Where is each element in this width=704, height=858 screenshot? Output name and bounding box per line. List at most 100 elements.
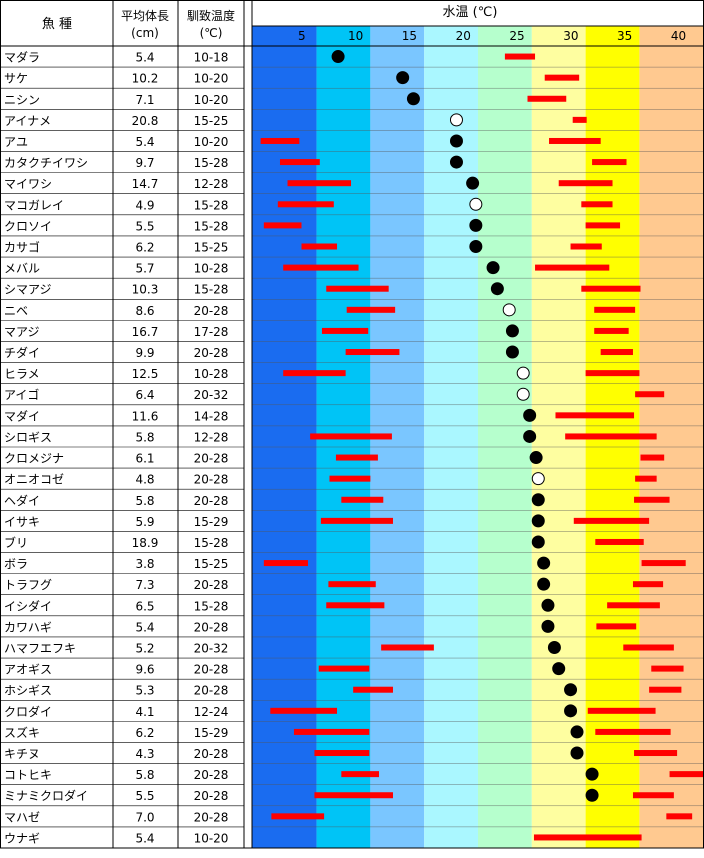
preferred-temp-point-filled [564,683,578,697]
fish-name-cell: シロギス [4,430,52,444]
accl-temp-cell: 20-28 [194,494,229,508]
accl-temp-cell: 15-25 [194,557,229,571]
fish-name-cell: マダイ [4,408,40,423]
x-tick-label: 20 [456,29,471,43]
accl-temp-cell: 15-28 [194,536,229,550]
tolerance-range-bar [326,602,385,609]
avg-length-cell: 14.7 [132,177,159,191]
fish-name-cell: ハマフエフキ [4,642,76,656]
tolerance-range-bar [581,201,613,208]
tolerance-range-bar [328,581,376,588]
avg-length-cell: 16.7 [132,325,159,339]
tolerance-range-bar [581,285,641,292]
avg-length-cell: 3.8 [135,557,154,571]
tolerance-range-bar [341,771,379,778]
tolerance-range-bar [623,644,674,651]
avg-length-cell: 5.4 [135,135,154,149]
tolerance-range-bar [558,180,613,187]
tolerance-range-bar [649,686,682,693]
accl-temp-cell: 15-28 [194,156,229,170]
tolerance-range-bar [345,349,400,356]
avg-length-cell: 12.5 [132,367,159,381]
tolerance-range-bar [321,327,369,334]
tolerance-range-bar [335,454,378,461]
fish-name-cell: クロダイ [4,704,52,719]
preferred-temp-point-filled [331,50,345,64]
tolerance-range-bar [320,517,393,524]
fish-name-cell: マアジ [4,325,40,339]
preferred-temp-point-open [516,366,530,380]
tolerance-range-bar [283,264,359,271]
tolerance-range-bar [341,496,384,503]
fish-name-cell: ヒラメ [4,367,40,381]
fish-name-cell: アイナメ [4,114,51,128]
accl-temp-cell: 10-28 [194,367,229,381]
tolerance-range-bar [277,201,334,208]
fish-name-cell: ブリ [4,535,28,550]
tolerance-range-bar [596,623,637,630]
accl-temp-cell: 20-28 [194,346,229,360]
avg-length-cell: 6.2 [135,726,154,740]
avg-length-cell: 20.8 [132,114,159,128]
fish-name-cell: メバル [4,262,40,276]
tolerance-range-bar [640,454,665,461]
preferred-temp-point-open [449,113,463,127]
accl-temp-cell: 20-28 [194,473,229,487]
avg-length-cell: 6.1 [135,452,154,466]
fish-name-cell: トラフグ [4,578,52,592]
accl-temp-cell: 20-28 [194,684,229,698]
tolerance-range-bar [318,665,370,672]
accl-temp-cell: 15-29 [194,515,229,529]
chart-title: 水温 (℃) [443,5,498,20]
preferred-temp-point-filled [396,71,410,85]
avg-length-cell: 9.9 [135,346,154,360]
preferred-temp-point-filled [486,261,500,275]
preferred-temp-point-filled [449,155,463,169]
tolerance-range-bar [287,180,352,187]
tolerance-range-bar [293,728,370,735]
accl-temp-cell: 20-28 [194,789,229,803]
avg-length-cell: 7.0 [135,810,154,824]
header-accl-temp-line1: 馴致温度 [187,8,235,23]
tolerance-range-bar [595,728,671,735]
avg-length-cell: 4.9 [135,198,154,212]
tolerance-range-bar [271,813,325,820]
accl-temp-cell: 15-25 [194,114,229,128]
avg-length-cell: 7.3 [135,578,154,592]
accl-temp-cell: 20-28 [194,578,229,592]
tolerance-range-bar [635,391,665,398]
tolerance-range-bar [263,560,308,567]
preferred-temp-point-filled [505,324,519,338]
preferred-temp-point-filled [531,535,545,549]
temp-zone-band [424,26,478,848]
avg-length-cell: 5.7 [135,262,154,276]
tolerance-range-bar [632,581,664,588]
avg-length-cell: 5.8 [135,430,154,444]
tolerance-range-bar [260,137,300,144]
fish-name-cell: アイゴ [4,387,39,402]
accl-temp-cell: 12-28 [194,177,229,191]
tolerance-range-bar [572,116,587,123]
fish-name-cell: マイワシ [4,177,52,191]
preferred-temp-point-filled [541,619,555,633]
avg-length-cell: 11.6 [132,409,159,423]
accl-temp-cell: 10-20 [194,93,229,107]
fish-name-cell: ウナギ [4,831,40,845]
tolerance-range-bar [314,792,393,799]
avg-length-cell: 5.9 [135,515,154,529]
accl-temp-cell: 10-18 [194,51,229,65]
header-avg-length-line1: 平均体長 [121,9,169,23]
tolerance-range-bar [535,264,610,271]
tolerance-range-bar [549,137,601,144]
avg-length-cell: 6.4 [135,388,154,402]
fish-name-cell: マハゼ [4,810,40,824]
accl-temp-cell: 10-20 [194,831,229,845]
header-avg-length-line2: (cm) [131,26,159,40]
fish-name-cell: クロソイ [4,219,52,233]
fish-name-cell: クロメジナ [4,452,64,466]
tolerance-range-bar [632,792,674,799]
tolerance-range-bar [600,349,633,356]
tolerance-range-bar [270,707,338,714]
fish-name-cell: ミナミクロダイ [4,788,88,803]
tolerance-range-bar [669,771,704,778]
